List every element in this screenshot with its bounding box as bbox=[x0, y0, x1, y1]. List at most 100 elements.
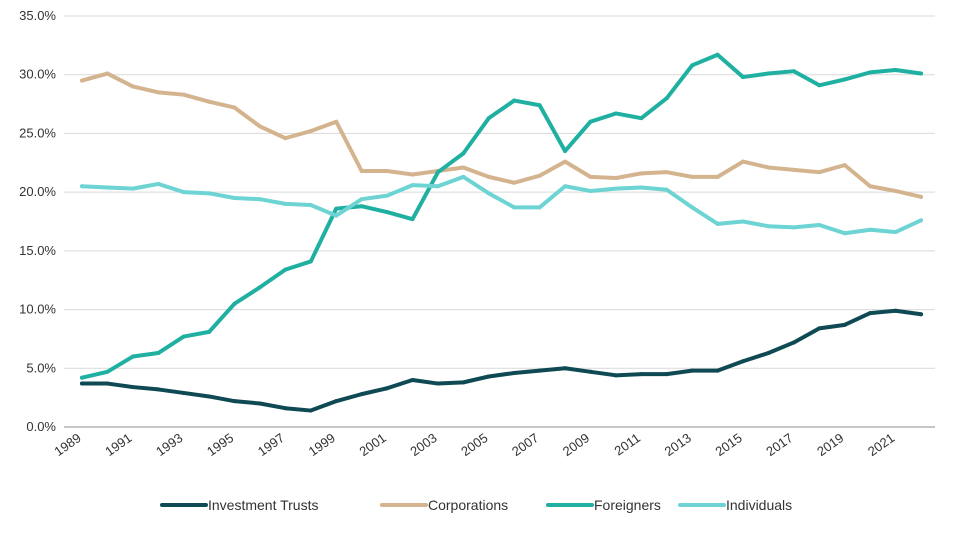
legend-label: Investment Trusts bbox=[208, 497, 318, 513]
x-tick-label: 1991 bbox=[102, 430, 134, 459]
data-point bbox=[893, 188, 898, 193]
data-point bbox=[868, 227, 873, 232]
y-tick-label: 5.0% bbox=[26, 360, 56, 375]
x-tick-label: 2011 bbox=[612, 430, 644, 458]
y-tick-label: 30.0% bbox=[19, 67, 56, 82]
data-point bbox=[130, 385, 135, 390]
data-point bbox=[741, 359, 746, 364]
data-point bbox=[410, 183, 415, 188]
data-point bbox=[690, 63, 695, 68]
data-point bbox=[893, 308, 898, 313]
data-point bbox=[105, 369, 110, 374]
data-point bbox=[817, 223, 822, 228]
legend-item: Corporations bbox=[380, 497, 508, 513]
data-point bbox=[130, 354, 135, 359]
data-point bbox=[80, 78, 84, 83]
data-point bbox=[486, 374, 491, 379]
x-tick-label: 2005 bbox=[458, 430, 490, 459]
data-point bbox=[130, 186, 135, 191]
data-point bbox=[461, 380, 466, 385]
y-tick-label: 20.0% bbox=[19, 184, 56, 199]
data-point bbox=[690, 368, 695, 373]
legend-label: Corporations bbox=[428, 497, 508, 513]
data-point bbox=[156, 90, 161, 95]
data-point bbox=[715, 368, 720, 373]
data-point bbox=[461, 174, 466, 179]
series-individuals bbox=[80, 174, 923, 236]
data-point bbox=[741, 219, 746, 224]
data-point bbox=[919, 312, 923, 317]
series-investment-trusts bbox=[80, 308, 923, 413]
data-point bbox=[486, 116, 491, 121]
data-point bbox=[537, 368, 542, 373]
x-axis: 1989 1991 1993 1995 1997 1999 2001 2003 2005 2007… bbox=[51, 430, 897, 459]
data-point bbox=[842, 322, 847, 327]
data-point bbox=[385, 193, 390, 198]
x-tick-label: 2003 bbox=[407, 430, 439, 459]
data-point bbox=[232, 105, 237, 110]
data-point bbox=[359, 204, 364, 209]
data-point bbox=[690, 205, 695, 210]
legend-label: Foreigners bbox=[594, 497, 661, 513]
legend-item: Investment Trusts bbox=[160, 497, 318, 513]
data-point bbox=[664, 372, 669, 377]
data-point bbox=[308, 129, 313, 134]
data-point bbox=[232, 399, 237, 404]
data-point bbox=[181, 334, 186, 339]
data-point bbox=[613, 111, 618, 116]
data-point bbox=[257, 401, 262, 406]
y-tick-label: 15.0% bbox=[19, 243, 56, 258]
data-point bbox=[512, 205, 517, 210]
x-tick-label: 2015 bbox=[712, 430, 744, 459]
data-point bbox=[461, 151, 466, 156]
data-point bbox=[817, 170, 822, 175]
x-tick-label: 2007 bbox=[509, 430, 541, 459]
data-point bbox=[308, 203, 313, 208]
series-corporations bbox=[80, 71, 923, 199]
data-point bbox=[537, 205, 542, 210]
data-point bbox=[817, 326, 822, 331]
data-point bbox=[232, 301, 237, 306]
data-point bbox=[283, 201, 288, 206]
data-point bbox=[588, 119, 593, 124]
data-point bbox=[512, 370, 517, 375]
data-point bbox=[639, 116, 644, 121]
x-tick-label: 2013 bbox=[662, 430, 694, 459]
data-point bbox=[639, 171, 644, 176]
data-point bbox=[588, 369, 593, 374]
y-tick-label: 35.0% bbox=[19, 8, 56, 23]
x-tick-label: 1989 bbox=[51, 430, 83, 459]
legend: Investment Trusts Corporations Foreigners I… bbox=[160, 497, 792, 513]
data-point bbox=[613, 176, 618, 181]
x-tick-label: 1999 bbox=[306, 430, 338, 459]
data-point bbox=[664, 96, 669, 101]
data-point bbox=[435, 184, 440, 189]
series-layer bbox=[80, 52, 923, 413]
data-point bbox=[385, 386, 390, 391]
data-point bbox=[537, 103, 542, 108]
data-point bbox=[715, 174, 720, 179]
data-point bbox=[766, 351, 771, 356]
data-point bbox=[435, 381, 440, 386]
data-point bbox=[283, 136, 288, 141]
data-point bbox=[435, 170, 440, 175]
data-point bbox=[664, 187, 669, 192]
data-point bbox=[359, 392, 364, 397]
data-point bbox=[639, 372, 644, 377]
data-point bbox=[919, 194, 923, 199]
data-point bbox=[613, 373, 618, 378]
data-point bbox=[817, 83, 822, 88]
data-point bbox=[181, 92, 186, 97]
data-point bbox=[80, 375, 84, 380]
data-point bbox=[588, 188, 593, 193]
data-point bbox=[791, 340, 796, 345]
data-point bbox=[893, 68, 898, 73]
data-point bbox=[232, 196, 237, 201]
series-line bbox=[80, 174, 923, 236]
data-point bbox=[868, 70, 873, 75]
data-point bbox=[919, 71, 923, 76]
data-point bbox=[334, 206, 339, 211]
data-point bbox=[181, 190, 186, 195]
data-point bbox=[868, 311, 873, 316]
data-point bbox=[741, 159, 746, 164]
